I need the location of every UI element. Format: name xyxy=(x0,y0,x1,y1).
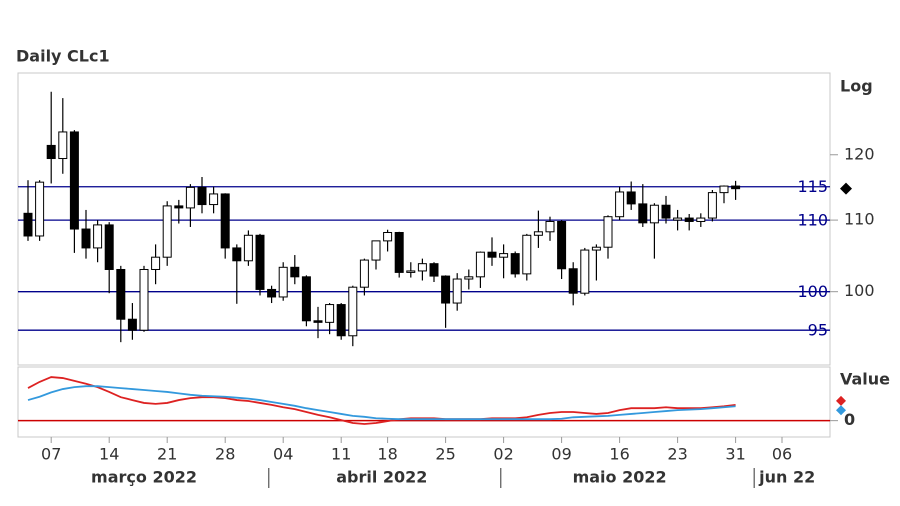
candle-body xyxy=(127,318,137,331)
x-tick-label: 21 xyxy=(157,445,177,464)
month-label: março 2022 xyxy=(91,468,197,487)
candle-body xyxy=(429,263,439,277)
last-value-marker xyxy=(836,395,846,406)
candle-body xyxy=(278,266,288,298)
month-label: abril 2022 xyxy=(336,468,427,487)
candle-body xyxy=(336,304,346,337)
candle-body xyxy=(185,186,195,209)
indicator-line xyxy=(27,376,736,425)
candle-body xyxy=(452,278,462,304)
month-label: jun 22 xyxy=(758,468,815,487)
candle-body xyxy=(267,288,277,298)
x-tick-label: 06 xyxy=(772,445,792,464)
candle-body xyxy=(475,251,485,278)
candle-body xyxy=(580,249,590,294)
candle-body xyxy=(301,276,311,322)
candle-body xyxy=(139,268,149,331)
level-label: 100 xyxy=(797,282,828,301)
x-tick-label: 31 xyxy=(725,445,745,464)
candle-body xyxy=(209,193,219,206)
candle-body xyxy=(23,212,33,237)
candle-body xyxy=(348,286,358,337)
level-label: 110 xyxy=(797,211,828,230)
candle-body xyxy=(394,231,404,273)
main-panel xyxy=(17,72,831,366)
candle-body xyxy=(417,263,427,272)
last-value-marker xyxy=(836,405,846,416)
candle-body xyxy=(638,203,648,224)
candle-body xyxy=(406,270,416,273)
candle-body xyxy=(255,234,265,290)
candle-body xyxy=(591,246,601,251)
candle-body xyxy=(290,266,300,278)
candle-body xyxy=(522,234,532,275)
candle-body xyxy=(359,259,369,288)
candle-body xyxy=(603,216,613,248)
x-tick-label: 16 xyxy=(609,445,629,464)
candle-body xyxy=(58,131,68,160)
x-tick-label: 28 xyxy=(215,445,235,464)
candle-body xyxy=(81,228,91,249)
candle-body xyxy=(232,247,242,262)
x-tick-label: 04 xyxy=(273,445,293,464)
candle-body xyxy=(464,276,474,280)
candle-body xyxy=(568,268,578,294)
scale-label: Log xyxy=(840,77,873,96)
x-tick-label: 11 xyxy=(331,445,351,464)
candle-body xyxy=(626,191,636,205)
candle-body xyxy=(220,193,230,249)
candle-body xyxy=(371,240,381,261)
candle-body xyxy=(684,217,694,222)
candle-body xyxy=(557,220,567,270)
x-tick-label: 18 xyxy=(377,445,397,464)
candle-body xyxy=(661,204,671,219)
candle-body xyxy=(243,234,253,262)
candle-body xyxy=(69,131,79,230)
candle-body xyxy=(719,185,729,194)
candle-body xyxy=(93,224,103,249)
candle-body xyxy=(673,217,683,221)
last-price-marker xyxy=(840,182,852,195)
candle-body xyxy=(116,268,126,320)
candle-body xyxy=(104,224,114,270)
candle-body xyxy=(313,320,323,323)
candle-body xyxy=(46,144,56,160)
chart-title: Daily CLc1 xyxy=(16,47,110,66)
y-tick-label: 100 xyxy=(844,281,875,300)
level-label: 95 xyxy=(808,321,828,340)
level-label: 115 xyxy=(797,177,828,196)
indicator-label: Value xyxy=(840,370,890,389)
candle-body xyxy=(35,181,45,237)
x-tick-label: 02 xyxy=(493,445,513,464)
x-tick-label: 14 xyxy=(99,445,119,464)
y-tick-label: 110 xyxy=(844,210,875,229)
y-tick-label: 0 xyxy=(844,410,855,429)
x-tick-label: 23 xyxy=(667,445,687,464)
x-tick-label: 09 xyxy=(551,445,571,464)
candle-body xyxy=(383,231,393,242)
indicator-line xyxy=(27,385,736,421)
candle-body xyxy=(696,217,706,222)
candle-body xyxy=(545,220,555,233)
candle-body xyxy=(441,275,451,304)
candle-body xyxy=(325,304,335,323)
indicator-panel xyxy=(17,366,831,438)
month-label: maio 2022 xyxy=(573,468,667,487)
candle-body xyxy=(151,256,161,270)
candle-body xyxy=(487,251,497,258)
candle-body xyxy=(197,186,207,206)
candle-body xyxy=(499,253,509,258)
candle-body xyxy=(162,205,172,258)
candle-body xyxy=(707,192,717,219)
x-tick-label: 07 xyxy=(41,445,61,464)
candle-body xyxy=(510,253,520,275)
candle-body xyxy=(731,185,741,190)
candle-body xyxy=(649,204,659,224)
candle-body xyxy=(533,231,543,236)
candle-body xyxy=(174,205,184,209)
x-tick-label: 25 xyxy=(435,445,455,464)
y-tick-label: 120 xyxy=(844,144,875,163)
candle-body xyxy=(615,191,625,218)
